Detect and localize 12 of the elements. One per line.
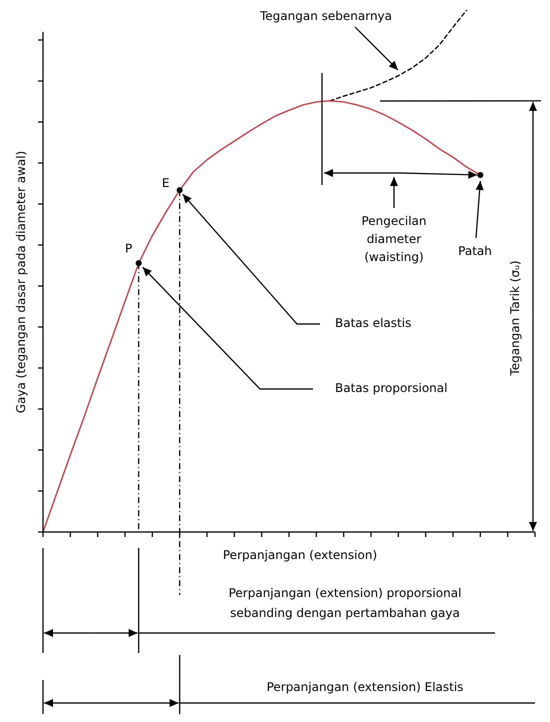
x-axis-title: Perpanjangan (extension): [222, 548, 378, 562]
text: Tegangan sebenarnya: [258, 9, 392, 24]
text: Perpanjangan (extension) proporsional sebanding dengan pertambahan gaya: [228, 586, 462, 620]
annotation: P: [125, 241, 132, 256]
y2-axis-title: Tegangan Tarik (σᵤ): [508, 260, 522, 377]
text: Perpanjangan (extension) Elastis: [266, 680, 464, 694]
annotation: Batas proporsional: [335, 381, 448, 396]
annotation: Pengecilan diameter (waisting): [361, 214, 427, 264]
annotation: Batas elastis: [335, 316, 412, 330]
y-axis-title: Gaya (tegangan dasar pada diameter awal): [14, 150, 28, 414]
annotation: E: [162, 176, 170, 190]
annotation: Patah: [458, 244, 492, 258]
